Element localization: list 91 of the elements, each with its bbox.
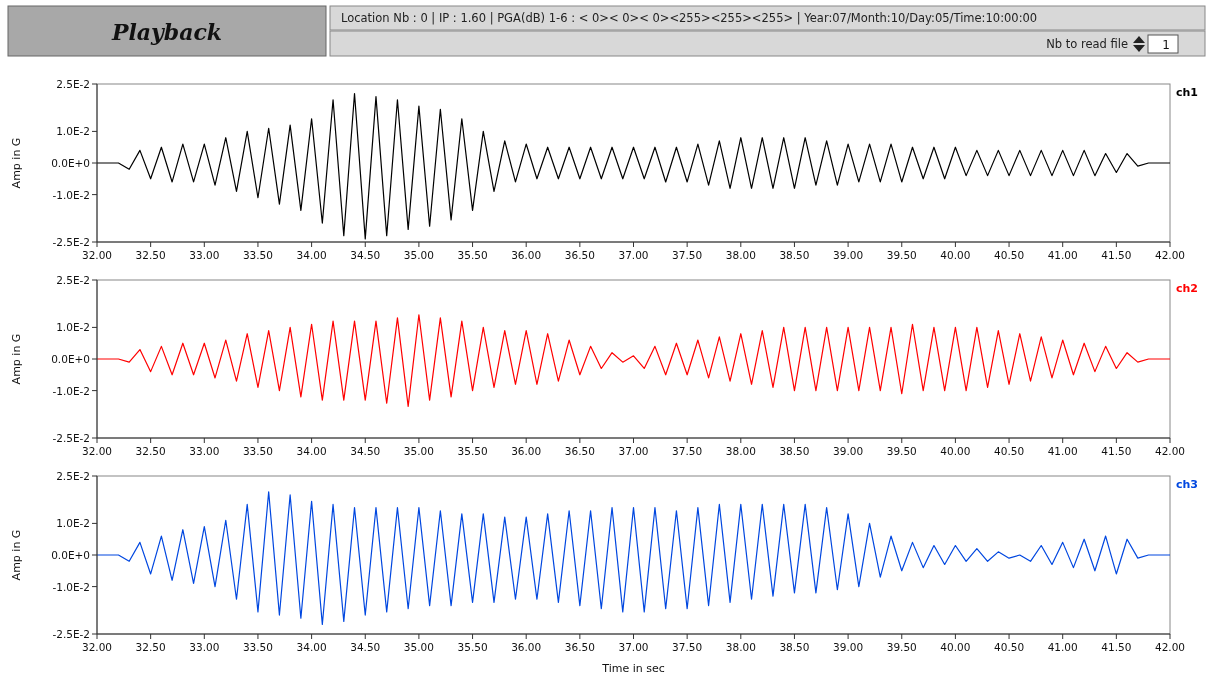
x-tick-label: 33.50 <box>242 641 273 653</box>
x-tick-label: 33.00 <box>189 249 220 261</box>
x-tick-label: 41.00 <box>1047 249 1078 261</box>
y-tick-label: -2.5E-2 <box>52 628 90 640</box>
x-tick-label: 39.00 <box>833 249 864 261</box>
x-tick-label: 41.50 <box>1101 445 1132 457</box>
x-tick-label: 34.50 <box>350 445 381 457</box>
x-tick-label: 34.50 <box>350 249 381 261</box>
y-tick-label: -2.5E-2 <box>52 432 90 444</box>
x-tick-label: 36.50 <box>564 249 595 261</box>
x-tick-label: 37.50 <box>672 249 703 261</box>
y-tick-label: 0.0E+0 <box>51 549 90 561</box>
text: 1 <box>1162 38 1170 52</box>
x-tick-label: 33.50 <box>242 249 273 261</box>
x-tick-label: 40.00 <box>940 445 971 457</box>
x-tick-label: 32.00 <box>81 249 113 261</box>
text: ch2 <box>1176 282 1199 295</box>
line-series <box>96 314 1171 407</box>
x-tick-label: 35.50 <box>457 641 488 653</box>
y-tick-label: -1.0E-2 <box>52 384 90 397</box>
x-tick-label: 32.50 <box>135 445 166 457</box>
x-tick-label: 32.00 <box>81 445 113 457</box>
x-tick-label: 37.00 <box>618 641 649 653</box>
x-tick-label: 41.00 <box>1047 445 1078 457</box>
x-tick-label: 36.00 <box>511 445 542 457</box>
x-tick-label: 39.50 <box>886 249 917 261</box>
x-tick-label: 37.50 <box>672 445 703 457</box>
y-tick-label: 0.0E+0 <box>51 157 90 169</box>
x-tick-label: 41.50 <box>1101 249 1132 261</box>
x-tick-label: 40.00 <box>940 641 971 653</box>
x-tick-label: 38.50 <box>779 249 810 261</box>
text: ch3 <box>1176 478 1199 491</box>
x-tick-label: 38.00 <box>725 641 756 653</box>
y-tick-label: 2.5E-2 <box>56 274 90 286</box>
x-tick-label: 33.00 <box>189 641 220 653</box>
x-tick-label: 36.00 <box>511 249 542 261</box>
x-tick-label: 41.00 <box>1047 641 1078 653</box>
x-tick-label: 34.00 <box>296 445 327 457</box>
x-tick-label: 32.00 <box>81 641 113 653</box>
x-tick-label: 42.00 <box>1154 445 1186 457</box>
x-tick-label: 42.00 <box>1154 641 1186 653</box>
x-tick-label: 34.50 <box>350 641 381 653</box>
x-tick-label: 36.50 <box>564 641 595 653</box>
x-tick-label: 35.00 <box>403 445 434 457</box>
x-tick-label: 33.50 <box>242 445 273 457</box>
x-tick-label: 42.00 <box>1154 249 1186 261</box>
x-axis-title: Time in sec <box>601 662 665 675</box>
text: ch1 <box>1176 86 1199 99</box>
x-tick-label: 37.00 <box>618 249 649 261</box>
x-tick-label: 38.00 <box>725 249 756 261</box>
x-tick-label: 34.00 <box>296 249 327 261</box>
x-tick-label: 35.50 <box>457 445 488 457</box>
x-tick-label: 39.00 <box>833 445 864 457</box>
x-tick-label: 36.00 <box>511 641 542 653</box>
x-tick-label: 32.50 <box>135 249 166 261</box>
x-tick-label: 40.50 <box>994 641 1025 653</box>
x-tick-label: 35.00 <box>403 641 434 653</box>
x-tick-label: 40.50 <box>994 445 1025 457</box>
text: Location Nb : 0 | IP : 1.60 | PGA(dB) 1-6 : < 0>< 0>< 0><255><255><255> | Year:07/Month:10/Day:05/Time:10:00:00 <box>341 11 1038 25</box>
y-tick-label: 1.0E-2 <box>56 517 90 530</box>
x-tick-label: 40.00 <box>940 249 971 261</box>
x-tick-label: 39.50 <box>886 445 917 457</box>
text: Playback <box>110 19 223 45</box>
x-tick-label: 35.00 <box>403 249 434 261</box>
y-tick-label: -1.0E-2 <box>52 580 90 593</box>
x-tick-label: 39.00 <box>833 641 864 653</box>
y-axis-title: Amp in G <box>10 333 23 385</box>
x-tick-label: 36.50 <box>564 445 595 457</box>
x-tick-label: 35.50 <box>457 249 488 261</box>
y-tick-label: -2.5E-2 <box>52 236 90 248</box>
x-tick-label: 38.50 <box>779 445 810 457</box>
y-tick-label: -1.0E-2 <box>52 188 90 201</box>
y-tick-label: 2.5E-2 <box>56 470 90 482</box>
x-tick-label: 39.50 <box>886 641 917 653</box>
x-tick-label: 40.50 <box>994 249 1025 261</box>
x-tick-label: 41.50 <box>1101 641 1132 653</box>
x-tick-label: 38.50 <box>779 641 810 653</box>
x-tick-label: 33.00 <box>189 445 220 457</box>
x-tick-label: 37.50 <box>672 641 703 653</box>
y-axis-title: Amp in G <box>10 137 23 189</box>
x-tick-label: 34.00 <box>296 641 327 653</box>
x-tick-label: 37.00 <box>618 445 649 457</box>
y-axis-title: Amp in G <box>10 529 23 581</box>
x-tick-label: 32.50 <box>135 641 166 653</box>
y-tick-label: 1.0E-2 <box>56 125 90 138</box>
y-tick-label: 0.0E+0 <box>51 353 90 365</box>
line-series <box>96 491 1171 626</box>
y-tick-label: 1.0E-2 <box>56 321 90 334</box>
text: Nb to read file <box>1046 37 1128 51</box>
x-tick-label: 38.00 <box>725 445 756 457</box>
y-tick-label: 2.5E-2 <box>56 78 90 90</box>
